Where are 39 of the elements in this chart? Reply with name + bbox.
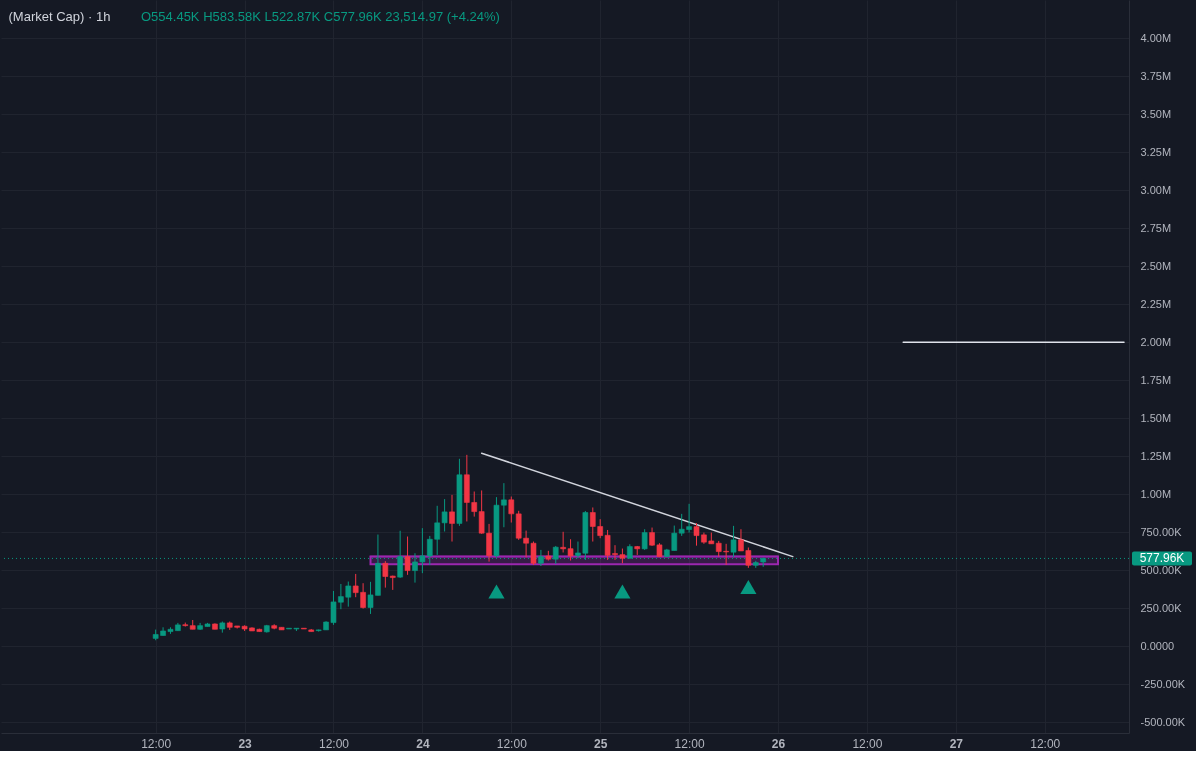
- y-tick-label: 1.00M: [1140, 487, 1172, 500]
- y-tick-label: 3.50M: [1140, 107, 1172, 120]
- candlestick: [382, 560, 389, 589]
- y-tick-label: 500.00K: [1140, 563, 1183, 576]
- y-tick-label: -500.00K: [1140, 715, 1186, 728]
- y-tick-label: 4.00M: [1140, 31, 1172, 44]
- candlestick: [641, 528, 648, 551]
- candlestick: [508, 496, 515, 524]
- x-tick-label: 12:00: [852, 736, 883, 751]
- y-tick-label: 3.00M: [1140, 183, 1172, 196]
- x-tick-label: 12:00: [141, 736, 172, 751]
- y-tick-label: 2.75M: [1140, 221, 1172, 234]
- x-tick-label: 12:00: [318, 736, 350, 751]
- x-tick-label: 24: [416, 736, 430, 751]
- annotation: O554.45K H583.58K L522.87K C577.96K 23,514.97 (+4.24%): [141, 9, 500, 24]
- x-tick-label: 23: [238, 736, 253, 751]
- ref-line-label: 577.96K: [1139, 551, 1185, 566]
- y-tick-label: 2.00M: [1140, 335, 1172, 348]
- y-tick-label: 1.75M: [1140, 373, 1172, 386]
- x-tick-label: 12:00: [1030, 736, 1061, 751]
- x-tick-label: 26: [771, 736, 786, 751]
- y-tick-label: 2.50M: [1140, 259, 1172, 272]
- y-tick-label: 750.00K: [1140, 525, 1183, 538]
- y-tick-label: 1.50M: [1140, 411, 1172, 424]
- y-tick-label: 0.0000: [1140, 639, 1175, 652]
- x-tick-label: 25: [594, 736, 608, 751]
- candlestick: [404, 536, 411, 576]
- x-tick-label: 12:00: [674, 736, 705, 751]
- y-tick-label: 2.25M: [1140, 297, 1172, 310]
- y-tick-label: 250.00K: [1140, 601, 1183, 614]
- y-tick-label: 3.25M: [1140, 145, 1172, 158]
- x-tick-label: 27: [949, 736, 964, 751]
- y-tick-label: 3.75M: [1140, 69, 1172, 82]
- candlestick: [730, 525, 737, 558]
- y-tick-label: -250.00K: [1140, 677, 1186, 690]
- x-tick-label: 12:00: [496, 736, 528, 751]
- text: (Market Cap) · 1h: [8, 9, 111, 24]
- y-tick-label: 1.25M: [1140, 449, 1172, 462]
- candlestick: [449, 494, 455, 543]
